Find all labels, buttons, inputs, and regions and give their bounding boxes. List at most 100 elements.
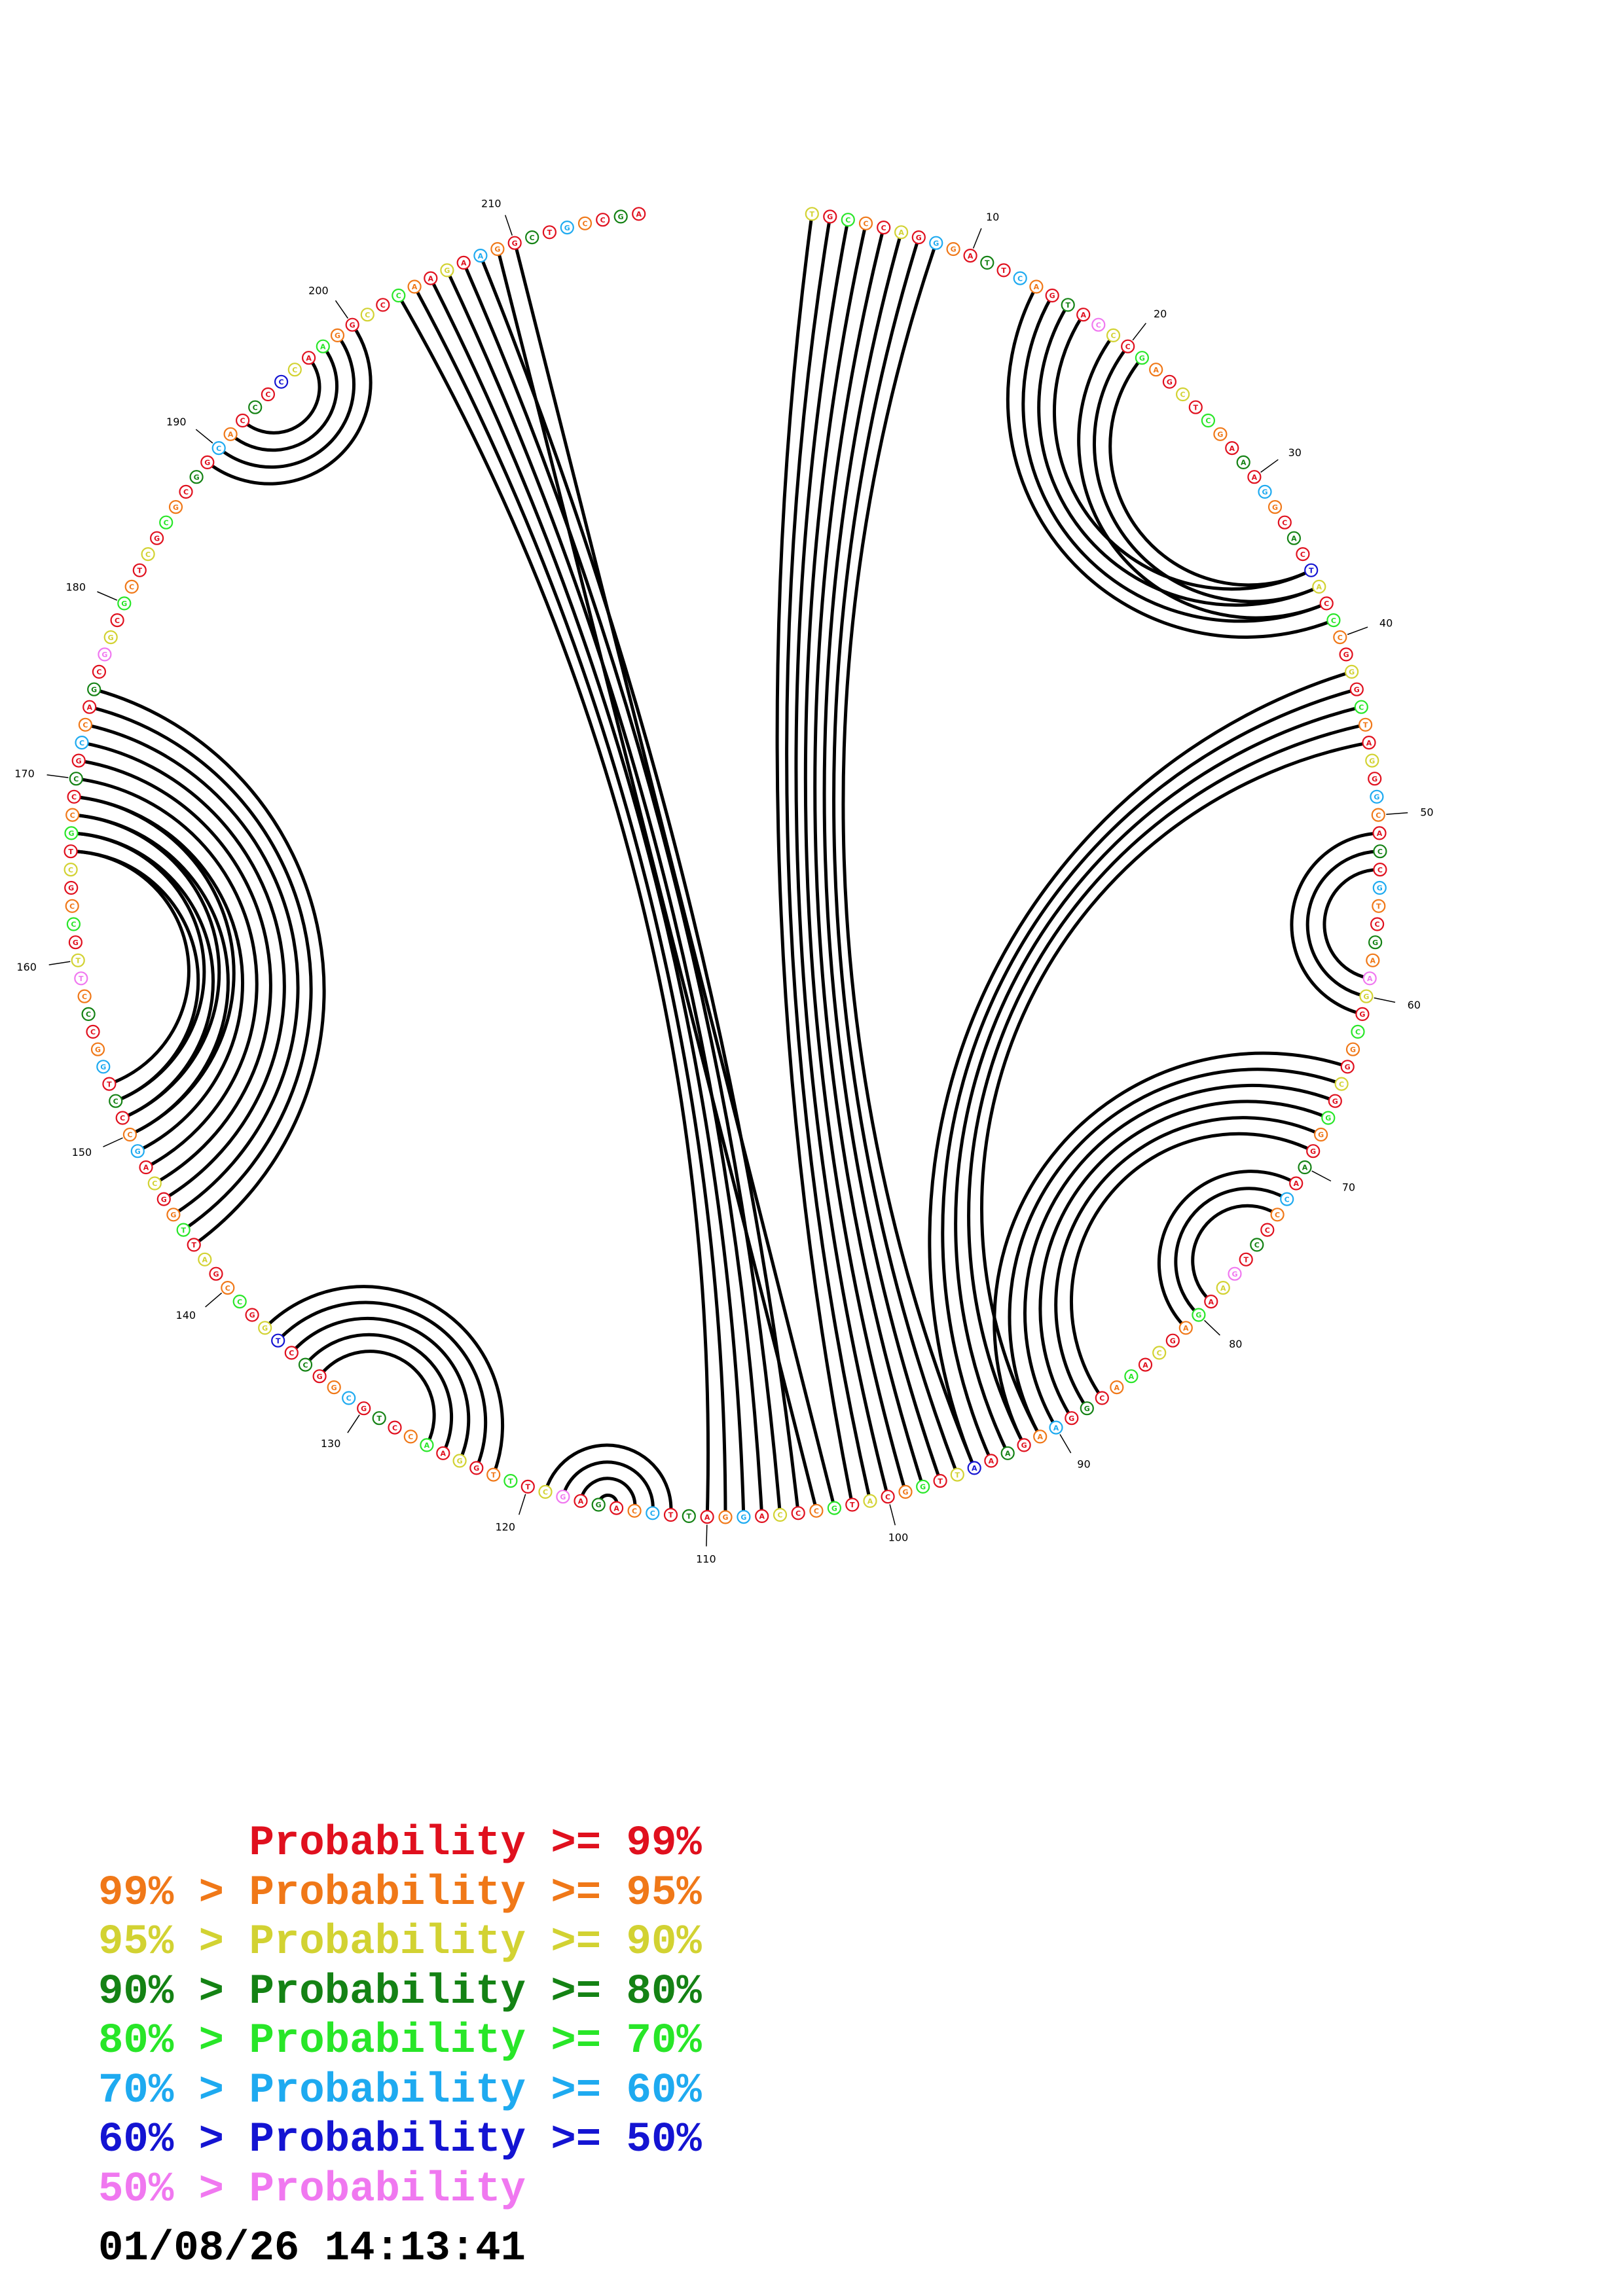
nucleotide-letter: C bbox=[120, 1114, 125, 1122]
nucleotide-letter: A bbox=[424, 1441, 430, 1450]
nucleotide: G bbox=[1349, 682, 1364, 696]
nucleotide: G bbox=[117, 596, 132, 611]
nucleotide-marker bbox=[403, 1429, 418, 1444]
nucleotide-letter: G bbox=[1021, 1441, 1027, 1450]
nucleotide-marker bbox=[209, 1266, 223, 1281]
base-pair-arc bbox=[980, 741, 1367, 1435]
nucleotide: G bbox=[98, 647, 112, 662]
nucleotide: G bbox=[1162, 374, 1177, 389]
nucleotide: A bbox=[1366, 953, 1380, 967]
nucleotide: T bbox=[1372, 899, 1386, 913]
nucleotide-letter: G bbox=[1343, 651, 1349, 659]
nucleotide-letter: C bbox=[582, 220, 587, 228]
nucleotide-letter: C bbox=[380, 301, 386, 310]
nucleotide: G bbox=[345, 317, 359, 332]
nucleotide-marker bbox=[486, 1467, 501, 1482]
nucleotide-letter: C bbox=[1265, 1226, 1270, 1234]
base-pair-arc bbox=[1108, 359, 1310, 587]
nucleotide-letter: T bbox=[547, 228, 553, 237]
nucleotide-letter: G bbox=[350, 321, 356, 329]
nucleotide: C bbox=[81, 1007, 96, 1022]
base-pair-arc bbox=[219, 336, 356, 469]
nucleotide-letter: C bbox=[1338, 634, 1343, 642]
nucleotide-marker bbox=[1201, 413, 1216, 428]
nucleotide-letter: C bbox=[152, 1179, 157, 1188]
nucleotide-marker bbox=[1339, 647, 1353, 662]
nucleotide-marker bbox=[179, 484, 193, 499]
nucleotide-marker bbox=[1175, 387, 1190, 402]
nucleotide-letter: C bbox=[86, 1011, 91, 1019]
base-pair-arc bbox=[1077, 336, 1325, 620]
nucleotide-letter: G bbox=[108, 634, 114, 642]
nucleotide-marker bbox=[1355, 1007, 1370, 1022]
nucleotide: G bbox=[823, 209, 837, 224]
nucleotide: A bbox=[456, 255, 471, 270]
nucleotide-letter: A bbox=[441, 1450, 447, 1458]
nucleotide-letter: A bbox=[1366, 739, 1372, 747]
nucleotide-letter: A bbox=[968, 252, 974, 260]
nucleotide-letter: C bbox=[279, 378, 284, 387]
nucleotide-letter: C bbox=[225, 1284, 230, 1293]
base-pair-arc bbox=[78, 777, 259, 1168]
base-pair-arc bbox=[1023, 1083, 1334, 1426]
nucleotide-letter: C bbox=[237, 1298, 242, 1306]
nucleotide-marker bbox=[284, 1346, 299, 1360]
nucleotide: A bbox=[1247, 470, 1262, 484]
nucleotide-letter: G bbox=[1359, 1011, 1365, 1019]
nucleotide-marker bbox=[147, 1176, 162, 1191]
nucleotide-marker bbox=[1368, 772, 1382, 786]
nucleotide-marker bbox=[682, 1509, 696, 1523]
position-tick bbox=[518, 1494, 526, 1515]
nucleotide: C bbox=[1270, 1208, 1285, 1222]
nucleotide-letter: C bbox=[1254, 1241, 1260, 1249]
nucleotide-letter: A bbox=[1230, 444, 1235, 453]
position-tick bbox=[347, 1414, 360, 1433]
nucleotide-letter: T bbox=[1243, 1256, 1249, 1265]
nucleotide: G bbox=[898, 1484, 913, 1499]
nucleotide-letter: C bbox=[292, 366, 297, 374]
nucleotide-letter: A bbox=[1080, 311, 1086, 319]
nucleotide-letter: A bbox=[1005, 1450, 1011, 1458]
nucleotide: G bbox=[440, 263, 454, 278]
base-pair-arc bbox=[398, 296, 710, 1515]
nucleotide-letter: G bbox=[1345, 1063, 1351, 1071]
nucleotide-marker bbox=[1313, 1127, 1328, 1142]
nucleotide-letter: A bbox=[704, 1513, 710, 1522]
nucleotide-letter: G bbox=[1349, 668, 1355, 677]
nucleotide: C bbox=[773, 1507, 788, 1522]
nucleotide: A bbox=[1362, 971, 1377, 986]
nucleotide-marker bbox=[791, 1506, 805, 1520]
position-label: 170 bbox=[14, 767, 35, 780]
nucleotide-letter: A bbox=[1377, 829, 1383, 838]
nucleotide-letter: G bbox=[1084, 1405, 1090, 1413]
nucleotide-marker bbox=[1216, 1280, 1230, 1295]
nucleotide: C bbox=[75, 735, 89, 750]
nucleotide: G bbox=[1258, 484, 1272, 499]
nucleotide: C bbox=[403, 1429, 418, 1444]
base-pair-arc bbox=[562, 1460, 655, 1511]
legend-row-1: Probability >= 99% bbox=[98, 1820, 702, 1867]
nucleotide: G bbox=[916, 1479, 930, 1494]
nucleotide-marker bbox=[823, 209, 837, 224]
nucleotide-letter: C bbox=[71, 793, 77, 802]
nucleotide: C bbox=[211, 440, 226, 456]
nucleotide-letter: G bbox=[512, 239, 518, 247]
nucleotide-letter: C bbox=[1282, 518, 1287, 527]
nucleotide-letter: A bbox=[989, 1457, 994, 1465]
nucleotide-marker bbox=[946, 242, 960, 257]
nucleotide: G bbox=[96, 1060, 111, 1074]
legend-row-2: 99% > Probability >= 95% bbox=[98, 1869, 702, 1917]
base-pair-arc bbox=[1006, 288, 1332, 639]
nucleotide-letter: G bbox=[494, 245, 500, 254]
nucleotide-letter: T bbox=[491, 1471, 496, 1479]
nucleotide: G bbox=[1359, 989, 1374, 1003]
nucleotide: G bbox=[1306, 1144, 1321, 1158]
nucleotide: T bbox=[980, 255, 994, 270]
nucleotide: T bbox=[102, 1077, 117, 1091]
nucleotide-letter: G bbox=[73, 939, 79, 947]
nucleotide: T bbox=[996, 263, 1011, 278]
nucleotide-letter: C bbox=[600, 216, 606, 224]
nucleotide: A bbox=[1110, 1380, 1124, 1395]
nucleotide-letter: G bbox=[173, 503, 179, 512]
nucleotide: A bbox=[1178, 1321, 1193, 1335]
